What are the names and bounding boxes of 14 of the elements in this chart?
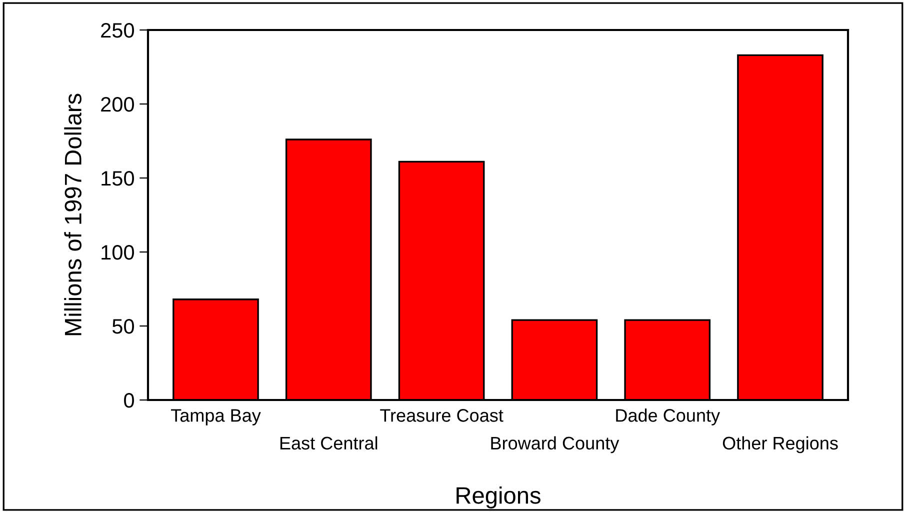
x-tick-label: Tampa Bay <box>170 409 261 426</box>
x-axis-title: Regions <box>456 486 540 508</box>
y-axis-title: Millions of 1997 Dollars <box>64 94 82 336</box>
x-tick-label: Other Regions <box>722 436 838 454</box>
y-tick-label: 200 <box>101 97 134 112</box>
y-tick-label: 0 <box>124 393 134 408</box>
x-tick-label: Treasure Coast <box>380 409 504 422</box>
x-tick-label: Broward County <box>491 436 620 454</box>
y-tick-label: 150 <box>102 171 134 186</box>
y-tick-label: 100 <box>102 245 134 260</box>
x-tick-label: East Central <box>280 436 378 450</box>
y-tick-label: 50 <box>112 319 134 334</box>
x-tick-label: Dade County <box>616 408 720 426</box>
y-tick-label: 250 <box>101 23 134 38</box>
